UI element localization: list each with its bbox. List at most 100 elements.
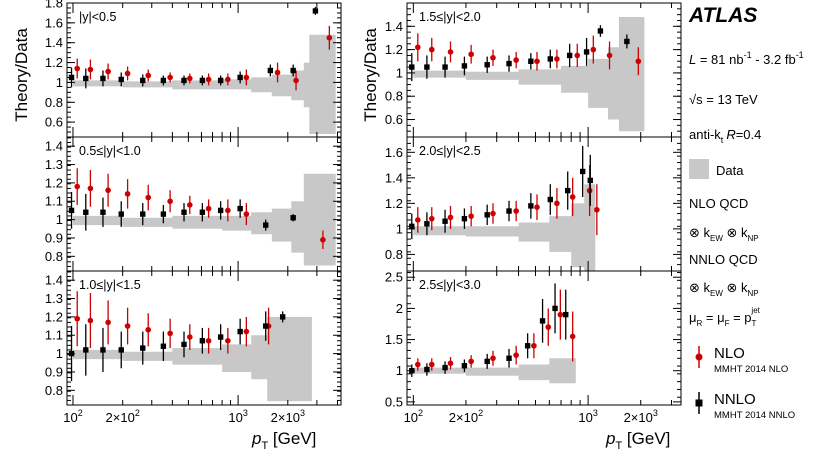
nnlo-point-2 xyxy=(83,324,89,376)
data-uncertainty-band xyxy=(73,173,336,266)
nlo-point-9 xyxy=(225,199,231,222)
nnlo-point-6 xyxy=(506,200,512,222)
nnlo-point-11 xyxy=(263,219,269,231)
nnlo-point-11 xyxy=(267,64,274,77)
nnlo-point-4 xyxy=(461,208,468,229)
y-tick-label: 0.8 xyxy=(45,383,63,398)
y-tick-label: 1.3 xyxy=(45,157,63,172)
nnlo-point-3 xyxy=(100,197,106,227)
y-tick-label: 1 xyxy=(396,221,403,236)
nlo-point-10 xyxy=(243,203,250,226)
legend-data-label: Data xyxy=(716,163,744,178)
panel-3: 0.8 0.9 1 1.1 1.2 1.3 1.4 1.0≤|y|<1.5 102 2×102 10… xyxy=(45,270,342,425)
nnlo-point-10 xyxy=(563,289,569,340)
data-uncertainty-band xyxy=(413,17,645,132)
nlo-point-7 xyxy=(187,73,193,84)
nnlo-point-7 xyxy=(181,75,187,86)
y-tick-label: 1 xyxy=(56,212,63,227)
nnlo-point-4 xyxy=(118,331,124,369)
nnlo-point-6 xyxy=(160,331,167,361)
nlo-point-1 xyxy=(74,168,81,205)
nnlo-point-4 xyxy=(461,56,468,76)
nnlo-point-6 xyxy=(160,204,167,224)
nlo-point-8 xyxy=(545,308,552,346)
y-tick-label: 1.4 xyxy=(385,19,403,34)
nlo-point-6 xyxy=(513,51,519,69)
panel-frame xyxy=(66,270,342,406)
nlo-point-5 xyxy=(145,184,152,211)
nnlo-point-9 xyxy=(217,75,224,86)
nlo-point-8 xyxy=(205,73,212,86)
nlo-point-9 xyxy=(225,327,231,354)
legend-nlo-label: NLO xyxy=(714,345,745,362)
nnlo-point-3 xyxy=(442,209,448,233)
panel-rapidity-label: 2.5≤|y|<3.0 xyxy=(419,278,481,292)
nnlo-point-1 xyxy=(409,53,415,82)
x-tick-label: 103 xyxy=(578,408,597,425)
nnlo-point-6 xyxy=(506,348,512,368)
nnlo-point-3 xyxy=(442,361,448,374)
nlo-point-4 xyxy=(468,44,474,64)
nnlo-point-11 xyxy=(597,25,604,37)
nnlo-point-11 xyxy=(587,154,593,206)
nnlo-point-10 xyxy=(237,318,243,345)
y-tick-label: 2.5 xyxy=(385,270,403,285)
nlo-point-10 xyxy=(569,311,576,362)
y-tick-label: 1.2 xyxy=(385,196,403,211)
nnlo-point-5 xyxy=(484,56,490,73)
nnlo-point-5 xyxy=(484,353,490,369)
panel-rapidity-label: |y|<0.5 xyxy=(79,10,116,24)
nnlo-point-1 xyxy=(68,67,75,88)
nlo-point-3 xyxy=(447,41,454,63)
nlo-point-4 xyxy=(468,205,474,227)
legend-nnlo-pdf: MMHT 2014 NNLO xyxy=(714,410,795,421)
y-tick-label: 1.1 xyxy=(45,194,63,209)
nnlo-point-9 xyxy=(565,171,571,210)
nlo-point-6 xyxy=(167,190,173,213)
nnlo-point-2 xyxy=(83,193,89,231)
nnlo-point-1 xyxy=(409,213,415,240)
nlo-point-1 xyxy=(415,358,421,371)
data-uncertainty-band xyxy=(73,34,336,134)
nnlo-point-3 xyxy=(100,327,106,372)
nlo-point-8 xyxy=(554,49,560,69)
panel-frame xyxy=(406,270,682,406)
nnlo-point-7 xyxy=(181,203,187,222)
nlo-point-12 xyxy=(293,70,299,91)
atlas-label: ATLAS xyxy=(688,4,757,27)
x-axis-title-right: pT [GeV] xyxy=(605,429,670,452)
nlo-point-10 xyxy=(243,69,250,86)
nlo-point-11 xyxy=(594,184,600,236)
nnlo-point-2 xyxy=(424,55,430,79)
nnlo-point-8 xyxy=(199,203,206,222)
nlo-point-6 xyxy=(513,345,519,365)
data-uncertainty-band xyxy=(413,358,576,384)
y-tick-label: 1.4 xyxy=(45,139,63,154)
nlo-point-4 xyxy=(124,179,131,209)
x-tick-label: 102 xyxy=(63,408,82,425)
nlo-point-11 xyxy=(606,41,613,70)
y-tick-label: 0.9 xyxy=(45,230,63,245)
nnlo-point-5 xyxy=(140,331,146,365)
nlo-point-8 xyxy=(205,199,212,218)
nnlo-point-9 xyxy=(552,283,558,334)
legend-nnlo-qcd: NNLO QCD xyxy=(689,252,758,267)
nnlo-point-12 xyxy=(279,311,286,323)
panel-4: 0.6 0.8 1 1.2 1.4 1.5≤|y|<2.0 xyxy=(385,2,682,138)
nlo-point-3 xyxy=(447,205,454,229)
data-uncertainty-band xyxy=(413,184,596,271)
y-tick-label: 1.4 xyxy=(45,273,63,288)
y-tick-label: 0.9 xyxy=(45,364,63,379)
y-tick-label: 1.6 xyxy=(385,145,403,160)
nlo-point-7 xyxy=(531,333,537,359)
nnlo-point-8 xyxy=(547,184,553,215)
nlo-point-4 xyxy=(124,307,131,345)
nlo-point-2 xyxy=(87,170,94,207)
legend-data-swatch xyxy=(689,159,709,179)
nnlo-point-3 xyxy=(442,56,448,78)
nlo-point-7 xyxy=(534,194,540,220)
legend: Data NLO QCD ⊗ kEW ⊗ kNP NNLO QCD ⊗ kEW … xyxy=(689,159,795,421)
nnlo-point-12 xyxy=(290,64,296,77)
nnlo-point-7 xyxy=(528,193,534,219)
y-tick-label: 1.5 xyxy=(385,332,403,347)
